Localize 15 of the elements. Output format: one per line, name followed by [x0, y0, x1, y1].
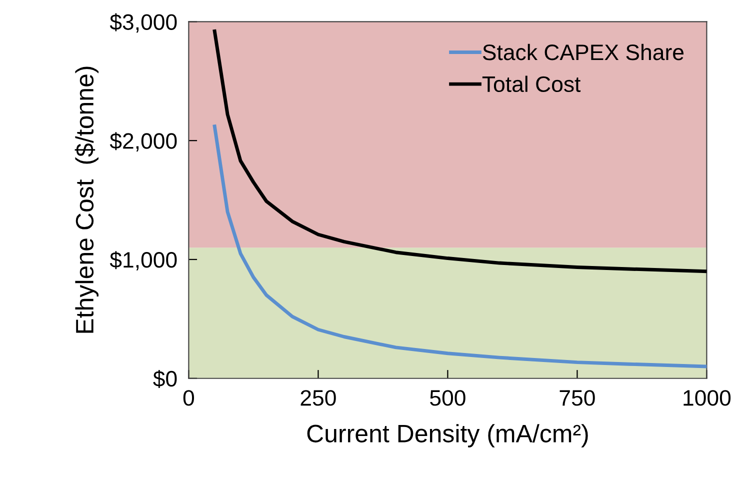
- x-tick-label: 750: [560, 390, 595, 406]
- y-tick-label: $3,000: [110, 13, 177, 33]
- x-axis-title: Current Density (mA/cm²): [307, 424, 588, 448]
- x-tick-label: 1000: [684, 390, 731, 406]
- y-axis-title: Ethylene Cost ($/tonne): [74, 66, 99, 333]
- legend-label: Total Cost: [482, 76, 581, 92]
- y-tick-label: $2,000: [110, 132, 177, 152]
- y-tick-label: $0: [153, 370, 177, 388]
- line-series: [212, 29, 707, 274]
- x-tick-label: 250: [300, 390, 336, 406]
- x-tick-label: 500: [430, 390, 466, 406]
- legend-label: Stack CAPEX Share: [482, 44, 684, 60]
- x-tick-label: 0: [183, 390, 194, 406]
- y-tick-label: $1,000: [110, 251, 177, 270]
- line-series: [212, 124, 707, 368]
